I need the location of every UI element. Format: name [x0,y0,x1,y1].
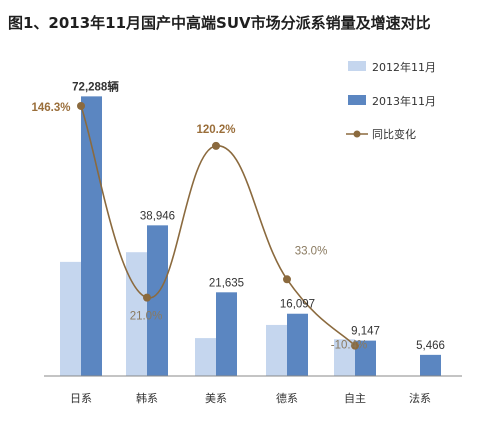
bar-value-label-2: 21,635 [209,277,244,289]
trend-line-layer [77,101,359,350]
bar-value-label-3: 16,097 [280,299,315,311]
chart-title: 图1、2013年11月国产中高端SUV市场分派系销量及增速对比 [8,14,431,32]
category-label-5: 法系 [409,391,431,405]
bar-value-label-0: 72,288辆 [72,79,119,93]
legend-swatch-2013 [348,95,366,105]
bar-2013-4 [355,340,376,376]
bar-value-label-5: 5,466 [416,340,445,352]
trend-point-2 [212,141,220,150]
trend-point-4 [351,341,359,350]
bar-2013-3 [287,313,308,376]
bar-2012-4 [334,339,355,376]
bar-2013-2 [216,292,237,376]
category-label-2: 美系 [205,392,227,405]
bar-value-label-4: 9,147 [351,326,380,338]
trend-line-path [80,105,356,347]
bar-2012-1 [126,252,147,376]
legend-label-2012: 2012年11月 [372,60,436,74]
bar-2012-0 [60,261,81,376]
category-label-1: 韩系 [136,391,158,405]
percent-label-1: 21.0% [130,311,163,323]
legend-label-change: 同比变化 [372,127,416,141]
legend-swatch-2012 [348,61,366,71]
percent-label-2: 120.2% [196,124,235,136]
trend-point-1 [143,293,151,302]
legend-marker-change [353,130,361,138]
bar-value-label-1: 38,946 [140,210,175,222]
category-label-0: 日系 [70,392,92,405]
category-label-3: 德系 [276,391,298,405]
category-label-4: 自主 [344,392,366,405]
bars-layer [60,96,441,376]
bar-2013-1 [147,225,168,376]
bar-2012-3 [266,324,287,376]
bar-2013-5 [420,354,441,376]
percent-label-4: -10.4% [331,340,367,352]
bar-2013-0 [81,96,102,376]
bar-2012-2 [195,338,216,376]
trend-point-0 [77,101,85,110]
percent-label-0: 146.3% [31,102,70,114]
legend-label-2013: 2013年11月 [372,94,436,108]
trend-point-3 [283,275,291,284]
percent-label-3: 33.0% [295,245,328,257]
